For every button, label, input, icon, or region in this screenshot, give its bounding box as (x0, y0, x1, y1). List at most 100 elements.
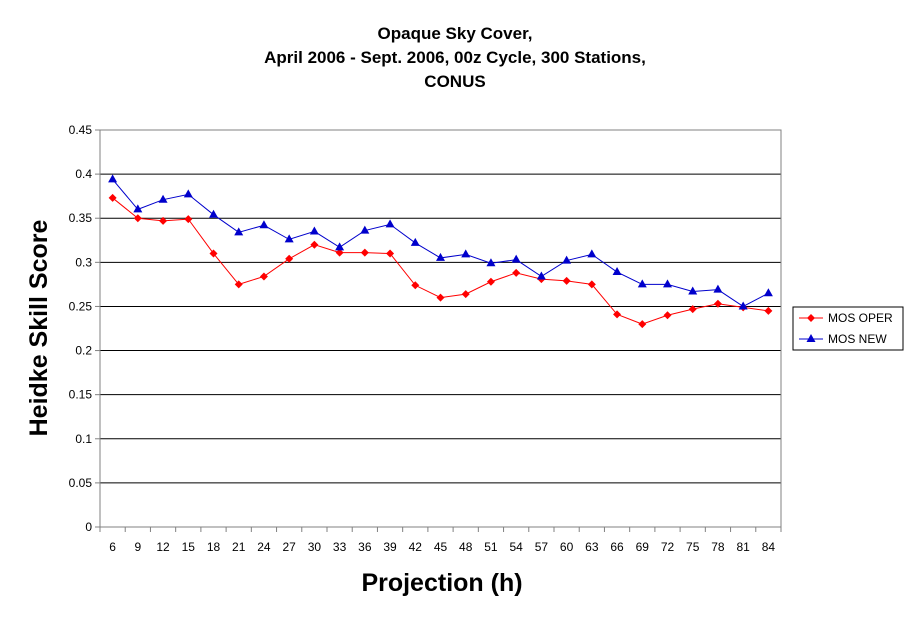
data-point (638, 320, 647, 329)
data-point (310, 240, 319, 249)
x-tick-label: 69 (636, 540, 650, 554)
x-tick-label: 72 (661, 540, 675, 554)
legend-marker-shape (806, 334, 816, 342)
y-tick-label: 0.45 (69, 123, 93, 137)
data-point (411, 281, 420, 290)
data-point (360, 248, 369, 257)
x-tick-label: 63 (585, 540, 599, 554)
data-point (663, 311, 672, 320)
x-tick-label: 33 (333, 540, 347, 554)
data-point (209, 249, 218, 258)
data-point (713, 299, 722, 308)
y-tick-label: 0.15 (69, 388, 93, 402)
data-point (436, 293, 445, 302)
x-tick-label: 15 (182, 540, 196, 554)
data-point (763, 288, 773, 297)
plot-frame (99, 129, 782, 528)
chart-title-line-1: Opaque Sky Cover, (378, 24, 533, 43)
data-point (713, 284, 723, 293)
x-tick-label: 27 (282, 540, 296, 554)
data-point (410, 237, 420, 246)
data-point (461, 249, 471, 258)
data-point (385, 219, 395, 228)
y-axis-title: Heidke Skill Score (25, 220, 53, 437)
x-tick-label: 48 (459, 540, 473, 554)
legend-marker-mos-oper (807, 314, 815, 322)
legend: MOS OPER MOS NEW (792, 306, 904, 351)
x-tick-label: 42 (409, 540, 423, 554)
y-tick-label: 0.1 (75, 432, 92, 446)
y-axis-ticks: 0 0.05 0.1 0.15 0.2 0.25 0.3 0.35 0.4 0.45 (69, 123, 100, 534)
data-point (764, 306, 773, 315)
data-point (284, 234, 294, 243)
data-point (309, 226, 319, 235)
data-point (486, 258, 496, 267)
x-tick-label: 84 (762, 540, 776, 554)
x-tick-label: 66 (610, 540, 624, 554)
x-tick-label: 30 (308, 540, 322, 554)
x-tick-label: 60 (560, 540, 574, 554)
x-tick-label: 18 (207, 540, 221, 554)
x-tick-label: 24 (257, 540, 271, 554)
data-point (663, 279, 672, 288)
data-point (360, 225, 370, 234)
data-point (587, 280, 596, 289)
data-point (159, 216, 168, 225)
data-point (183, 189, 193, 198)
data-point (108, 174, 118, 183)
data-point (688, 305, 697, 314)
x-tick-label: 45 (434, 540, 448, 554)
y-tick-label: 0.05 (69, 476, 93, 490)
data-point (158, 194, 168, 203)
data-point (612, 267, 622, 276)
data-point (234, 280, 243, 289)
series-mos-oper (108, 193, 773, 329)
data-point (613, 310, 622, 319)
legend-marker-mos-new (806, 334, 816, 342)
data-point (436, 252, 445, 261)
data-point (511, 254, 521, 263)
data-point (536, 271, 546, 280)
series-layer (108, 174, 773, 329)
x-tick-label: 57 (535, 540, 549, 554)
x-tick-label: 39 (383, 540, 397, 554)
legend-box (792, 306, 904, 351)
x-tick-label: 78 (711, 540, 725, 554)
data-point (285, 254, 294, 263)
data-point (209, 209, 218, 218)
x-tick-label: 51 (484, 540, 498, 554)
x-tick-label: 21 (232, 540, 246, 554)
data-point (335, 248, 344, 257)
data-point (562, 276, 571, 285)
chart-title-line-2: April 2006 - Sept. 2006, 00z Cycle, 300 … (264, 48, 646, 67)
y-tick-label: 0.3 (75, 255, 92, 269)
legend-marker-shape (807, 314, 815, 322)
data-point (259, 272, 268, 281)
x-tick-label: 81 (736, 540, 750, 554)
data-point (386, 249, 395, 258)
y-tick-label: 0.35 (69, 211, 93, 225)
x-axis-ticks: 6 9 12 15 18 21 24 27 30 33 36 39 42 45 48 51 54 57 60 63 66… (99, 527, 782, 554)
y-tick-label: 0.4 (75, 167, 92, 181)
legend-label-mos-new: MOS NEW (828, 332, 887, 346)
gridlines (100, 173, 781, 484)
y-tick-label: 0.25 (69, 299, 93, 313)
data-point (259, 220, 269, 229)
data-point (133, 204, 143, 213)
x-axis-title: Projection (h) (361, 569, 522, 597)
chart-title-line-3: CONUS (424, 72, 485, 91)
data-point (486, 277, 495, 286)
y-tick-label: 0.2 (75, 344, 92, 358)
data-point (512, 268, 521, 277)
x-tick-label: 36 (358, 540, 372, 554)
data-point (637, 279, 647, 288)
series-mos-new (108, 174, 773, 310)
data-point (335, 242, 345, 251)
x-tick-label: 75 (686, 540, 700, 554)
x-tick-label: 12 (156, 540, 170, 554)
data-point (562, 255, 572, 264)
data-point (108, 193, 117, 202)
data-point (688, 286, 698, 295)
